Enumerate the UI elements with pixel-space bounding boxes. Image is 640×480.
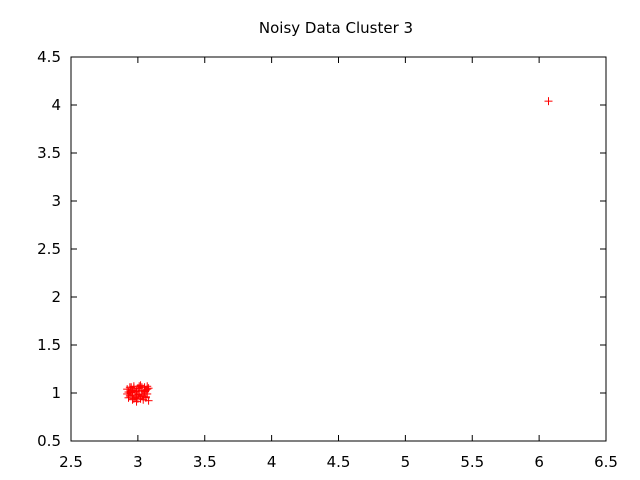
data-point [129, 382, 138, 391]
chart-title: Noisy Data Cluster 3 [259, 19, 413, 37]
y-tick-label: 3 [51, 192, 61, 210]
data-point [127, 387, 136, 396]
data-point [141, 393, 150, 402]
x-tick-labels: 2.5 3 3.5 4 4.5 5 5.5 6 6.5 [59, 453, 618, 471]
data-point [124, 393, 133, 402]
y-tick-label: 1 [51, 384, 61, 402]
data-point [128, 386, 137, 395]
plot-frame [70, 56, 607, 442]
x-tick-label: 4 [267, 453, 277, 471]
data-points [123, 97, 553, 406]
y-tick-label: 1.5 [37, 336, 61, 354]
y-tick-labels: 0.5 1 1.5 2 2.5 3 3.5 4 4.5 [37, 48, 61, 450]
x-tick-label: 3 [133, 453, 143, 471]
data-point [544, 97, 553, 106]
data-point [137, 383, 146, 392]
data-point [143, 382, 152, 391]
y-tick-label: 4.5 [37, 48, 61, 66]
x-tick-label: 5.5 [460, 453, 484, 471]
x-tick-label: 6.5 [594, 453, 618, 471]
x-tick-label: 4.5 [327, 453, 351, 471]
x-tick-label: 3.5 [193, 453, 217, 471]
y-tick-label: 4 [51, 96, 61, 114]
data-point [133, 384, 142, 393]
x-tick-label: 5 [401, 453, 411, 471]
y-tick-label: 2.5 [37, 240, 61, 258]
y-tick-label: 3.5 [37, 144, 61, 162]
axis-ticks [70, 56, 607, 442]
data-point [140, 388, 149, 397]
data-point [129, 394, 138, 403]
data-point [123, 389, 132, 398]
data-point [144, 384, 153, 393]
data-point [135, 389, 144, 398]
x-tick-label: 6 [534, 453, 544, 471]
y-tick-label: 0.5 [37, 432, 61, 450]
y-tick-label: 2 [51, 288, 61, 306]
x-tick-label: 2.5 [59, 453, 83, 471]
